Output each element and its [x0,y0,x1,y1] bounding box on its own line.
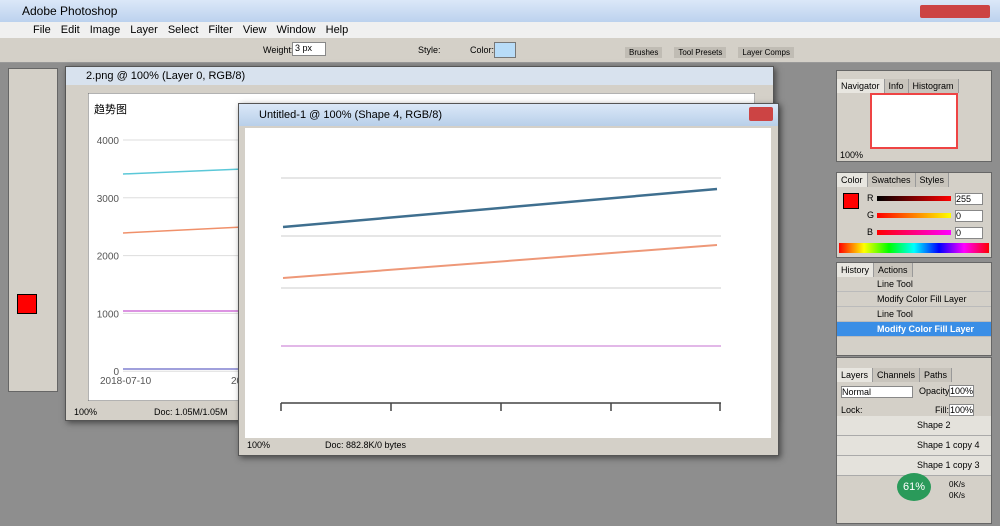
panel-tab[interactable]: Navigator [837,79,885,93]
history-item[interactable]: Line Tool [837,307,991,322]
menu-item[interactable]: File [33,24,51,36]
channel-name: B [867,227,874,237]
zoom: 100% [74,407,98,417]
color-swatch[interactable] [494,42,516,58]
y-tick-label: 1000 [97,309,120,320]
title-bar: Adobe Photoshop [0,0,1000,22]
menu-item[interactable]: Select [167,24,199,36]
layer-item[interactable]: Shape 1 copy 4 [837,436,991,456]
canvas [245,128,771,438]
window-controls[interactable] [920,5,990,18]
panel-tab[interactable]: History [837,263,875,277]
menu-item[interactable]: Edit [60,24,80,36]
doc-title: Untitled-1 @ 100% (Shape 4, RGB/8) [259,109,442,121]
menu-item[interactable]: View [242,24,267,36]
menu-item[interactable]: Image [89,24,121,36]
palette-well: Brushes Tool Presets Layer Comps [625,46,806,58]
overlay-badge: 61% [897,473,931,501]
panel-tab[interactable]: Paths [920,368,953,382]
navigator-preview [870,93,958,149]
fill[interactable]: 100% [949,404,975,416]
zoom: 100% [840,150,864,160]
history-item[interactable]: Line Tool [837,277,991,292]
doc-title: 2.png @ 100% (Layer 0, RGB/8) [86,70,246,82]
well-tab[interactable]: Brushes [625,47,663,58]
panel-tab[interactable]: Info [884,79,909,93]
weight-input[interactable]: 3 px [292,42,326,56]
history-panel: History Actions Line Tool Modify Color Fill… [836,262,992,356]
panel-tab[interactable]: Histogram [908,79,959,93]
panel-tab[interactable]: Color [837,173,868,187]
opacity[interactable]: 100% [949,385,975,397]
x-label: 2018-07-10 [100,376,152,387]
channel-name: R [867,193,874,203]
close-button[interactable] [749,107,773,121]
options-bar: Weight: 3 px Style: Color: Brushes Tool P… [0,38,1000,63]
color-label: Color: [470,45,495,55]
fill-label: Fill: [935,405,949,415]
layer-item[interactable]: Shape 2 [837,416,991,436]
panel-tab[interactable]: Actions [874,263,913,277]
app-title: Adobe Photoshop [22,4,118,18]
y-tick-label: 2000 [97,252,120,263]
weight-label: Weight: [263,45,294,55]
channel-value: 255 [955,193,983,205]
panel-tab[interactable]: Styles [915,173,950,187]
speed: 0K/s [949,491,966,500]
channel-slider [877,196,951,201]
y-tick-label: 4000 [97,136,120,147]
toolbox[interactable] [8,68,58,392]
doc-status: Doc: 1.05M/1.05M [154,407,228,417]
channel-slider [877,230,951,235]
history-item[interactable]: Modify Color Fill Layer [837,292,991,307]
channel-name: G [867,210,875,220]
panel-tab[interactable]: Layers [837,368,874,382]
navigator-panel: Navigator Info Histogram 100% [836,70,992,162]
zoom: 100% [247,440,271,450]
y-tick-label: 0 [113,367,119,378]
doc-status: Doc: 882.8K/0 bytes [325,440,407,450]
opacity-label: Opacity: [919,386,953,396]
channel-value: 0 [955,227,983,239]
well-tab[interactable]: Tool Presets [674,47,727,58]
menu-item[interactable]: Layer [130,24,158,36]
spectrum[interactable] [839,243,989,253]
lock-label: Lock: [841,405,863,415]
menu-item[interactable]: Filter [208,24,233,36]
speed: 0K/s [949,480,966,489]
menu-item[interactable]: Window [276,24,316,36]
chart-title: 趋势图 [94,103,127,116]
layers-panel: Layers Channels Paths Normal Opacity: 100%… [836,357,992,524]
y-tick-label: 3000 [97,194,120,205]
color-fg[interactable] [843,193,859,209]
style-label: Style: [418,45,441,55]
x-label: 20 [231,376,243,387]
channel-value: 0 [955,210,983,222]
panel-tab[interactable]: Swatches [867,173,916,187]
well-tab[interactable]: Layer Comps [738,47,794,58]
history-item[interactable]: Modify Color Fill Layer [837,322,991,337]
color-panel: Color Swatches Styles R 255 G 0 B 0 [836,172,992,258]
channel-slider [877,213,951,218]
document-window: Untitled-1 @ 100% (Shape 4, RGB/8) 100% … [238,103,779,456]
doc-title-bar: Untitled-1 @ 100% (Shape 4, RGB/8) [239,104,778,126]
foreground-color[interactable] [17,294,37,314]
menu-bar: File Edit Image Layer Select Filter View Window… [0,22,1000,38]
blend-mode[interactable]: Normal [841,386,913,398]
menu-item[interactable]: Help [325,24,349,36]
doc-title-bar: 2.png @ 100% (Layer 0, RGB/8) [66,67,773,85]
panel-tab[interactable]: Channels [873,368,921,382]
